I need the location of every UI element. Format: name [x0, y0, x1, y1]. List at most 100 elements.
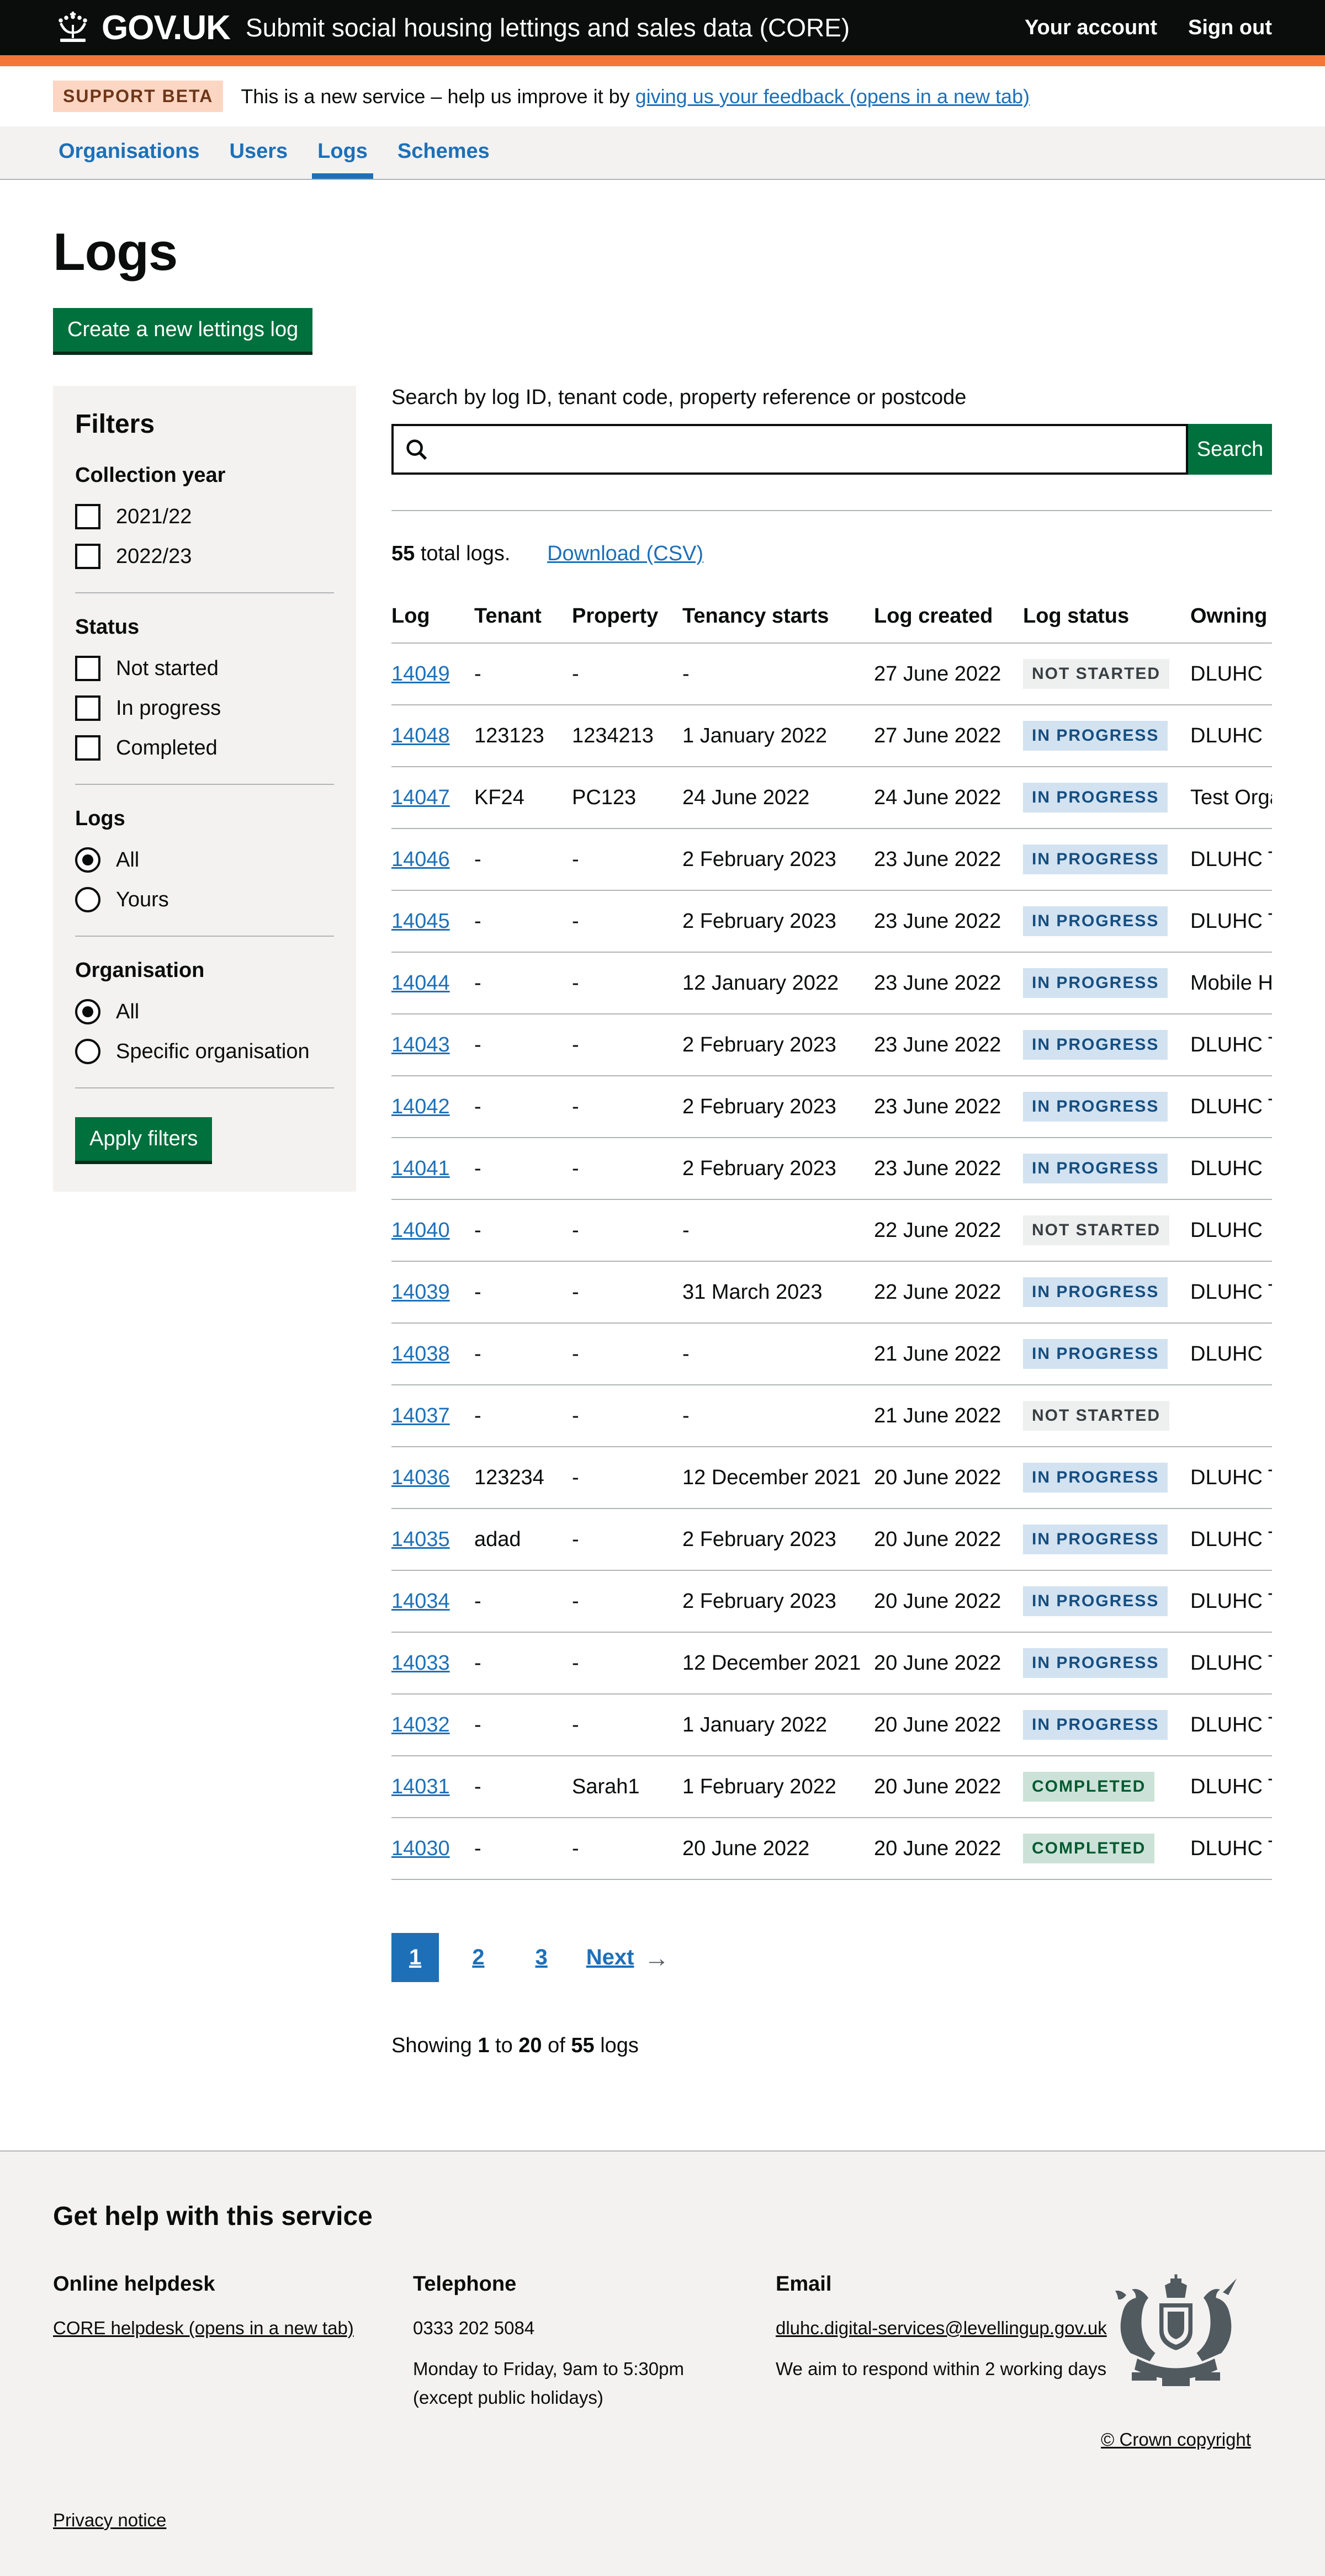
checkbox-completed[interactable]: Completed [75, 735, 334, 761]
feedback-link[interactable]: giving us your feedback (opens in a new … [635, 84, 1030, 108]
nav-tab-logs[interactable]: Logs [312, 126, 373, 179]
log-link[interactable]: 14043 [391, 1033, 450, 1056]
pagination-page-3[interactable]: 3 [535, 1945, 548, 1969]
logs-table-body: 14049- - -27 June 2022 NOT STARTED DLUHC 1404… [391, 643, 1272, 1880]
checkbox-not-started[interactable]: Not started [75, 656, 334, 681]
tenancy-starts-cell: 12 December 2021 [682, 1632, 874, 1695]
download-csv-link[interactable]: Download (CSV) [547, 542, 704, 565]
log-created-cell: 23 June 2022 [874, 890, 1023, 953]
summary-of: of [542, 2034, 571, 2057]
log-status-cell: IN PROGRESS [1023, 1694, 1190, 1756]
log-created-cell: 23 June 2022 [874, 952, 1023, 1015]
status-badge: IN PROGRESS [1023, 721, 1168, 751]
log-link[interactable]: 14035 [391, 1527, 450, 1551]
tenant-cell: - [474, 890, 572, 953]
tenancy-starts-cell: 2 February 2023 [682, 890, 874, 953]
log-created-cell: 21 June 2022 [874, 1385, 1023, 1447]
checkbox-box[interactable] [75, 735, 100, 761]
log-status-cell: IN PROGRESS [1023, 828, 1190, 891]
log-link[interactable]: 14032 [391, 1713, 450, 1736]
service-name-link[interactable]: Submit social housing lettings and sales… [245, 13, 850, 42]
arrow-right-icon[interactable]: → [644, 1943, 670, 1972]
checkbox-box[interactable] [75, 656, 100, 681]
checkbox-box[interactable] [75, 504, 100, 529]
log-created-cell: 23 June 2022 [874, 828, 1023, 891]
checkbox-box[interactable] [75, 544, 100, 569]
checkbox-in-progress[interactable]: In progress [75, 695, 334, 721]
tenancy-starts-cell: 2 February 2023 [682, 1138, 874, 1200]
log-link[interactable]: 14046 [391, 847, 450, 871]
radio-button[interactable] [75, 1039, 100, 1064]
property-cell: - [572, 1818, 682, 1880]
radio-button[interactable] [75, 887, 100, 912]
email-link[interactable]: dluhc.digital-services@levellingup.gov.u… [776, 2318, 1107, 2338]
log-status-cell: IN PROGRESS [1023, 767, 1190, 829]
apply-filters-button[interactable]: Apply filters [75, 1117, 213, 1161]
radio-logs-all[interactable]: All [75, 847, 334, 873]
create-lettings-log-button[interactable]: Create a new lettings log [53, 308, 313, 352]
radio-logs-yours[interactable]: Yours [75, 887, 334, 912]
search-input[interactable] [391, 424, 1188, 475]
radio-label: Yours [116, 888, 169, 911]
property-cell: - [572, 1323, 682, 1385]
log-status-cell: IN PROGRESS [1023, 1138, 1190, 1200]
nav-tab-organisations[interactable]: Organisations [59, 140, 200, 163]
summary-suffix: logs [594, 2034, 639, 2057]
log-link[interactable]: 14049 [391, 662, 450, 686]
tenant-cell: - [474, 1385, 572, 1447]
govuk-logo[interactable]: GOV.UK [53, 8, 231, 47]
tenant-cell: - [474, 1818, 572, 1880]
property-cell: - [572, 828, 682, 891]
status-badge: COMPLETED [1023, 1834, 1155, 1863]
checkbox-box[interactable] [75, 695, 100, 721]
radio-organisation-specific[interactable]: Specific organisation [75, 1039, 334, 1064]
royal-coat-of-arms [1115, 2274, 1237, 2386]
log-link[interactable]: 14040 [391, 1218, 450, 1242]
radio-button[interactable] [75, 999, 100, 1024]
crown-copyright-link[interactable]: © Crown copyright [1101, 2429, 1251, 2450]
log-link[interactable]: 14038 [391, 1342, 450, 1366]
log-link[interactable]: 14042 [391, 1095, 450, 1118]
log-link[interactable]: 14031 [391, 1775, 450, 1798]
log-status-cell: IN PROGRESS [1023, 1632, 1190, 1695]
log-created-cell: 27 June 2022 [874, 705, 1023, 767]
log-link[interactable]: 14034 [391, 1589, 450, 1613]
log-id-cell: 14034 [391, 1570, 474, 1633]
log-id-cell: 14045 [391, 890, 474, 953]
column-header-log: Log [391, 594, 474, 644]
checkbox-2021-22[interactable]: 2021/22 [75, 504, 334, 529]
search-button[interactable]: Search [1188, 424, 1272, 475]
log-status-cell: NOT STARTED [1023, 643, 1190, 705]
log-link[interactable]: 14036 [391, 1465, 450, 1489]
log-link[interactable]: 14044 [391, 971, 450, 995]
radio-button[interactable] [75, 847, 100, 873]
sign-out-link[interactable]: Sign out [1188, 15, 1272, 39]
pagination-next-link[interactable]: Next [586, 1945, 634, 1969]
log-id-cell: 14048 [391, 705, 474, 767]
radio-organisation-all[interactable]: All [75, 999, 334, 1024]
nav-tab-users[interactable]: Users [229, 140, 288, 163]
log-link[interactable]: 14033 [391, 1651, 450, 1675]
pagination-page-1[interactable]: 1 [391, 1933, 439, 1982]
your-account-link[interactable]: Your account [1025, 15, 1158, 39]
tenancy-starts-cell: - [682, 1385, 874, 1447]
log-link[interactable]: 14039 [391, 1280, 450, 1304]
email-note: We aim to respond within 2 working days [776, 2358, 1107, 2379]
status-badge: IN PROGRESS [1023, 1463, 1168, 1493]
checkbox-2022-23[interactable]: 2022/23 [75, 544, 334, 569]
log-link[interactable]: 14037 [391, 1404, 450, 1427]
log-link[interactable]: 14048 [391, 724, 450, 747]
tenancy-starts-cell: 31 March 2023 [682, 1261, 874, 1324]
log-link[interactable]: 14041 [391, 1156, 450, 1180]
checkbox-label: Not started [116, 656, 219, 680]
nav-tab-schemes[interactable]: Schemes [397, 140, 490, 163]
core-helpdesk-link[interactable]: CORE helpdesk (opens in a new tab) [53, 2318, 354, 2338]
log-link[interactable]: 14047 [391, 785, 450, 809]
pagination-page-2[interactable]: 2 [472, 1945, 485, 1969]
log-status-cell: IN PROGRESS [1023, 1509, 1190, 1571]
log-link[interactable]: 14045 [391, 909, 450, 933]
pagination: 1 2 3 Next → [391, 1933, 1272, 1982]
telephone-hours-note: (except public holidays) [413, 2387, 603, 2408]
privacy-notice-link[interactable]: Privacy notice [53, 2509, 167, 2530]
log-link[interactable]: 14030 [391, 1836, 450, 1860]
